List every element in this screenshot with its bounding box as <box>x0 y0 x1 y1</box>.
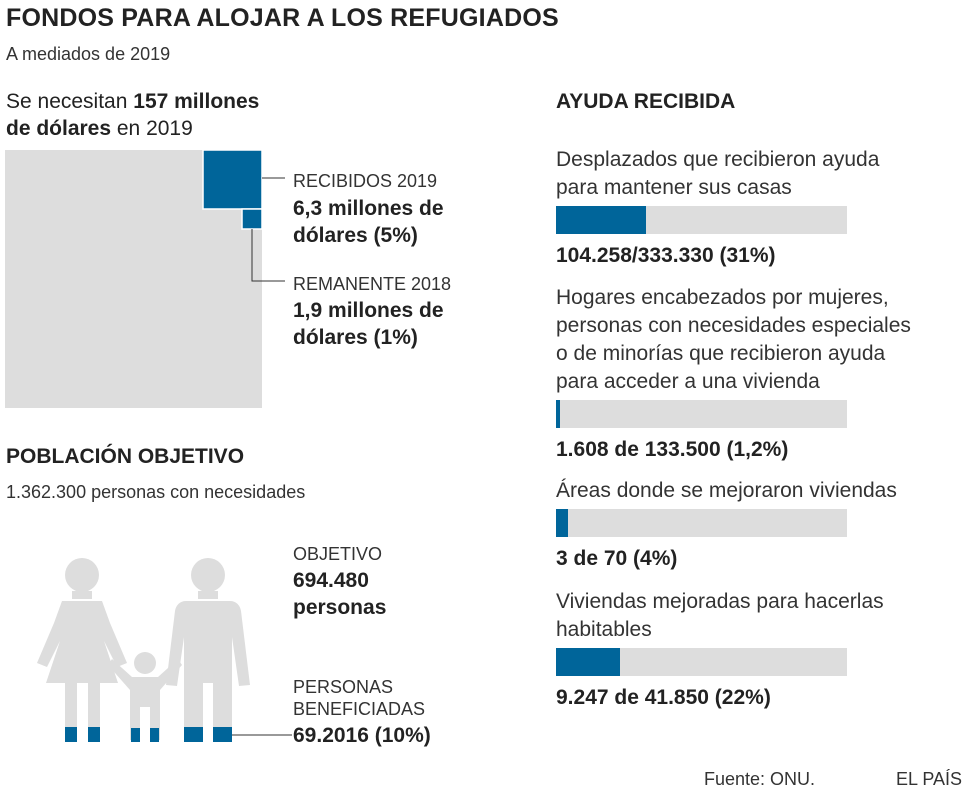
remnant-value-line2: dólares (1%) <box>293 326 418 349</box>
child-figure <box>108 652 182 742</box>
aid-bar-label-1-line-2: para mantener sus casas <box>556 176 792 199</box>
aid-bar-label-3: Áreas donde se mejoraron viviendas <box>556 477 897 505</box>
aid-bar-label-2-line-3: o de minorías que recibieron ayuda <box>556 342 886 365</box>
remnant-value: 1,9 millones de dólares (1%) <box>293 297 444 351</box>
aid-bar-label-2-line-1: Hogares encabezados por mujeres, <box>556 286 889 309</box>
aid-bar-track-3 <box>556 509 847 537</box>
aid-bar-value-2: 1.608 de 133.500 (1,2%) <box>556 438 789 461</box>
family-pictogram <box>37 558 292 742</box>
aid-bars: Desplazados que recibieron ayuda para man… <box>556 0 976 805</box>
man-figure <box>166 558 250 742</box>
funding-headline-line1: Se necesitan 157 millones <box>6 88 259 115</box>
beneficiaries-value: 69.2016 (10%) <box>293 724 431 747</box>
target-value-line1: 694.480 <box>293 569 369 592</box>
woman-right-foot <box>88 727 100 742</box>
child-left-foot <box>131 728 140 742</box>
aid-bar-label-2: Hogares encabezados por mujeres, personas… <box>556 284 911 396</box>
aid-bar-label-2-line-2: personas con necesidades especiales <box>556 314 911 337</box>
received-value-line2: dólares (5%) <box>293 224 418 247</box>
remnant-value-line1: 1,9 millones de <box>293 299 444 322</box>
aid-bar-fill-2 <box>556 400 560 428</box>
aid-bar-label-1-line-1: Desplazados que recibieron ayuda <box>556 148 880 171</box>
aid-bar-label-3-line-1: Áreas donde se mejoraron viviendas <box>556 479 897 502</box>
beneficiaries-label-line1: PERSONAS <box>293 677 394 697</box>
funding-amount: 157 millones <box>133 90 260 113</box>
remnant-leader-line <box>251 229 285 282</box>
funding-suffix: en 2019 <box>111 117 193 140</box>
man-right-foot <box>213 727 232 742</box>
brand-logo: EL PAÍS <box>896 769 963 789</box>
beneficiaries-label: PERSONAS BENEFICIADAS <box>293 676 425 720</box>
remnant-2018-area <box>241 208 263 230</box>
population-heading: POBLACIÓN OBJETIVO <box>6 445 245 468</box>
aid-bar-label-4-line-2: habitables <box>556 618 652 641</box>
aid-bar-value-1: 104.258/333.330 (31%) <box>556 244 776 267</box>
aid-heading: AYUDA RECIBIDA <box>556 90 736 113</box>
source-note: Fuente: ONU. <box>704 769 816 789</box>
woman-figure <box>37 558 127 742</box>
aid-bar-fill-1 <box>556 206 646 234</box>
target-value-line2: personas <box>293 596 387 619</box>
funding-prefix: Se necesitan <box>6 90 134 113</box>
aid-bar-fill-4 <box>556 648 620 676</box>
received-label: RECIBIDOS 2019 <box>293 171 438 191</box>
aid-bar-label-4-line-1: Viviendas mejoradas para hacerlas <box>556 590 884 613</box>
aid-bar-label-4: Viviendas mejoradas para hacerlas habitab… <box>556 588 884 644</box>
funding-area-chart <box>5 149 285 408</box>
beneficiaries-label-line2: BENEFICIADAS <box>293 699 426 719</box>
received-value-line1: 6,3 millones de <box>293 197 444 220</box>
target-value: 694.480 personas <box>293 567 386 621</box>
aid-bar-value-3: 3 de 70 (4%) <box>556 547 678 570</box>
woman-left-foot <box>65 727 77 742</box>
page-subtitle: A mediados de 2019 <box>6 44 171 64</box>
page-title: FONDOS PARA ALOJAR A LOS REFUGIADOS <box>6 4 559 32</box>
funding-unit: de dólares <box>6 117 112 140</box>
man-left-foot <box>184 727 203 742</box>
remnant-label: REMANENTE 2018 <box>293 274 452 294</box>
aid-bar-fill-3 <box>556 509 568 537</box>
funding-headline-line2: de dólares en 2019 <box>6 115 259 142</box>
target-label: OBJETIVO <box>293 544 383 564</box>
funding-headline: Se necesitan 157 millones de dólares en … <box>6 88 259 142</box>
received-value: 6,3 millones de dólares (5%) <box>293 195 444 249</box>
received-2019-area <box>202 149 263 210</box>
population-subheading: 1.362.300 personas con necesidades <box>6 482 306 502</box>
aid-bar-track-1 <box>556 206 847 234</box>
child-right-foot <box>150 728 159 742</box>
aid-bar-label-2-line-4: para acceder a una vivienda <box>556 370 820 393</box>
aid-bar-label-1: Desplazados que recibieron ayuda para man… <box>556 146 879 202</box>
aid-bar-value-4: 9.247 de 41.850 (22%) <box>556 686 771 709</box>
aid-bar-track-4 <box>556 648 847 676</box>
aid-bar-track-2 <box>556 400 847 428</box>
